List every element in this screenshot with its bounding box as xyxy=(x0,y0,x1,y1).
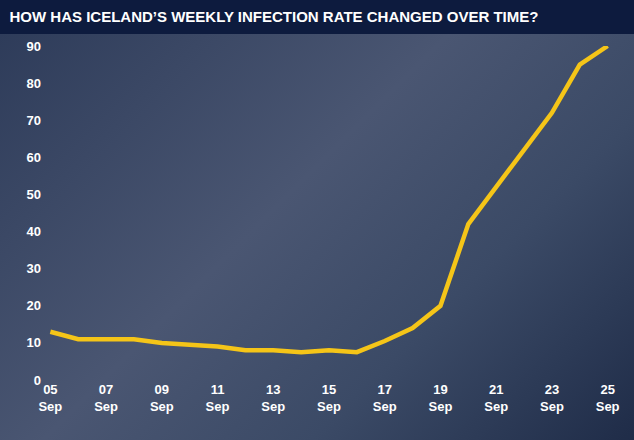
svg-text:40: 40 xyxy=(27,224,41,239)
svg-text:11Sep: 11Sep xyxy=(206,382,230,414)
svg-text:60: 60 xyxy=(27,150,41,165)
svg-text:90: 90 xyxy=(27,39,41,54)
svg-text:13Sep: 13Sep xyxy=(261,382,285,414)
svg-text:19Sep: 19Sep xyxy=(429,382,453,414)
svg-text:0: 0 xyxy=(34,373,41,388)
svg-text:HOW HAS ICELAND’S WEEKLY INFEC: HOW HAS ICELAND’S WEEKLY INFECTION RATE … xyxy=(10,8,539,25)
svg-text:10: 10 xyxy=(27,335,41,350)
svg-text:20: 20 xyxy=(27,298,41,313)
svg-text:25Sep: 25Sep xyxy=(596,382,620,414)
svg-text:50: 50 xyxy=(27,187,41,202)
svg-text:23Sep: 23Sep xyxy=(540,382,564,414)
svg-text:21Sep: 21Sep xyxy=(484,382,508,414)
svg-text:80: 80 xyxy=(27,76,41,91)
svg-text:05Sep: 05Sep xyxy=(38,382,62,414)
svg-text:15Sep: 15Sep xyxy=(317,382,341,414)
svg-text:09Sep: 09Sep xyxy=(150,382,174,414)
svg-text:30: 30 xyxy=(27,261,41,276)
svg-text:70: 70 xyxy=(27,113,41,128)
svg-text:07Sep: 07Sep xyxy=(94,382,118,414)
svg-text:17Sep: 17Sep xyxy=(373,382,397,414)
